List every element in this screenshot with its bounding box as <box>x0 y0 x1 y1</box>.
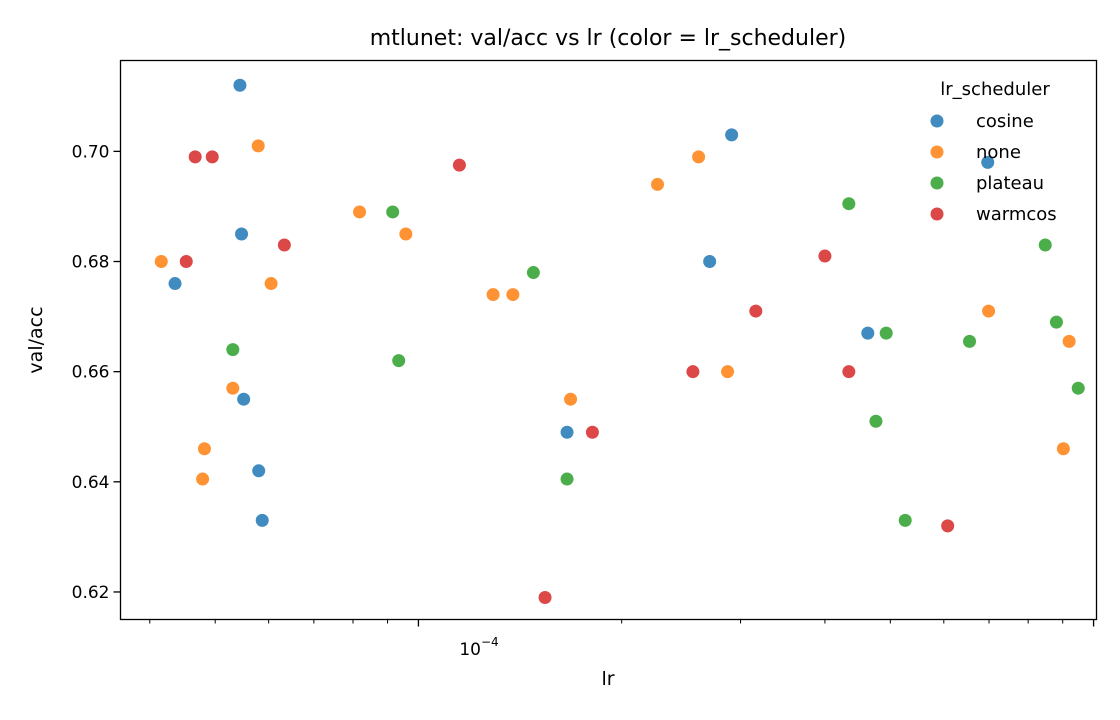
x-tick-label-1e-4: 10−4 <box>459 635 498 660</box>
point-plateau <box>1038 238 1052 252</box>
y-axis-label: val/acc <box>25 306 47 373</box>
point-none <box>506 288 520 302</box>
point-plateau <box>898 513 912 527</box>
point-cosine <box>168 277 182 291</box>
legend-label-none: none <box>976 142 1021 163</box>
point-cosine <box>560 425 574 439</box>
legend: lr_scheduler cosine none plateau warmcos <box>930 79 1057 225</box>
point-none <box>264 277 278 291</box>
point-none <box>226 381 240 395</box>
point-plateau <box>1071 381 1085 395</box>
y-axis-ticks: 0.62 0.64 0.66 0.68 0.70 <box>72 142 121 603</box>
point-plateau <box>386 205 400 219</box>
y-tick-label: 0.64 <box>72 473 110 493</box>
point-cosine <box>255 513 269 527</box>
point-cosine <box>233 78 247 92</box>
point-warmcos <box>538 590 552 604</box>
point-none <box>651 177 665 191</box>
point-warmcos <box>941 519 955 533</box>
point-plateau <box>560 472 574 486</box>
point-warmcos <box>452 158 466 172</box>
point-cosine <box>237 392 251 406</box>
point-none <box>196 472 210 486</box>
point-plateau <box>879 326 893 340</box>
point-warmcos <box>842 365 856 379</box>
point-cosine <box>252 464 266 478</box>
point-warmcos <box>818 249 832 263</box>
point-cosine <box>861 326 875 340</box>
legend-label-cosine: cosine <box>976 111 1034 132</box>
y-tick-label: 0.68 <box>72 253 110 273</box>
legend-label-plateau: plateau <box>976 173 1044 194</box>
legend-marker-cosine <box>930 114 944 128</box>
legend-marker-warmcos <box>930 207 944 221</box>
point-warmcos <box>749 304 763 318</box>
y-tick-label: 0.66 <box>72 363 110 383</box>
point-warmcos <box>585 425 599 439</box>
y-tick-label: 0.70 <box>72 142 110 162</box>
point-none <box>1062 334 1076 348</box>
point-plateau <box>1049 315 1063 329</box>
legend-label-warmcos: warmcos <box>976 204 1057 225</box>
point-warmcos <box>179 255 193 269</box>
point-none <box>564 392 578 406</box>
legend-marker-plateau <box>930 176 944 190</box>
point-none <box>982 304 996 318</box>
point-none <box>721 365 735 379</box>
legend-title: lr_scheduler <box>940 79 1050 100</box>
point-none <box>251 139 265 153</box>
plot-frame <box>119 59 1098 621</box>
point-plateau <box>869 414 883 428</box>
point-cosine <box>235 227 249 241</box>
point-cosine <box>981 155 995 169</box>
point-none <box>353 205 367 219</box>
point-warmcos <box>277 238 291 252</box>
point-none <box>486 288 500 302</box>
point-none <box>692 150 706 164</box>
point-plateau <box>963 334 977 348</box>
point-plateau <box>392 354 406 368</box>
point-none <box>399 227 413 241</box>
point-plateau <box>226 343 240 357</box>
point-cosine <box>703 255 717 269</box>
point-cosine <box>725 128 739 142</box>
point-none <box>154 255 168 269</box>
point-warmcos <box>205 150 219 164</box>
legend-marker-none <box>930 145 944 159</box>
point-none <box>197 442 211 456</box>
x-axis-ticks <box>149 619 1095 627</box>
x-axis-label: lr <box>601 668 614 690</box>
y-tick-label: 0.62 <box>72 583 110 603</box>
chart-title: mtlunet: val/acc vs lr (color = lr_sched… <box>370 26 847 51</box>
point-plateau <box>526 266 540 280</box>
point-warmcos <box>686 365 700 379</box>
point-plateau <box>842 197 856 211</box>
data-points <box>154 78 1085 604</box>
point-none <box>1056 442 1070 456</box>
point-warmcos <box>188 150 202 164</box>
